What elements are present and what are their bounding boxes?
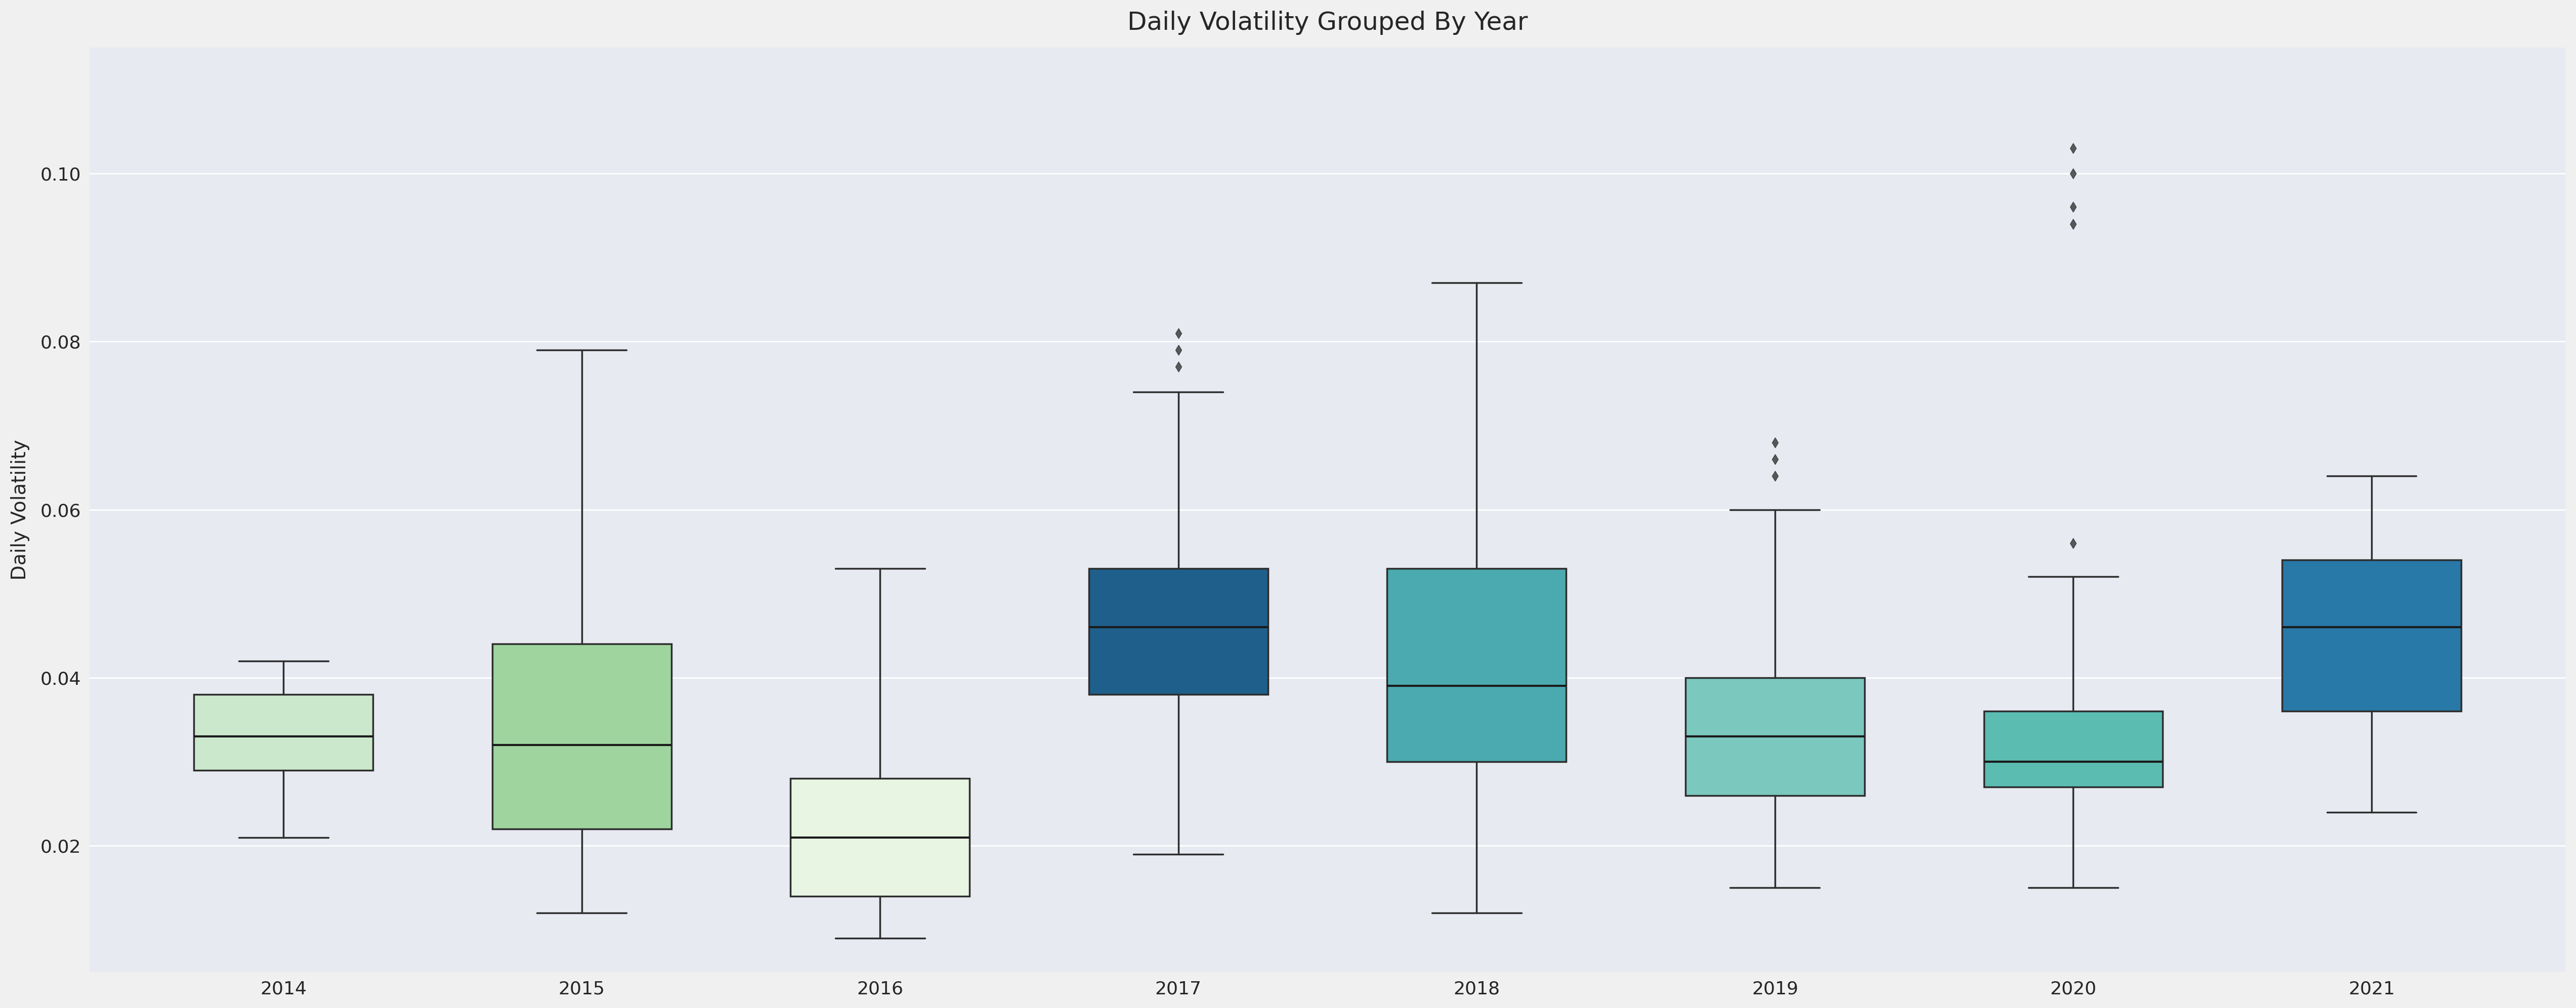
PathPatch shape: [492, 644, 672, 829]
PathPatch shape: [1984, 712, 2164, 787]
PathPatch shape: [1386, 569, 1566, 762]
Y-axis label: Daily Volatility: Daily Volatility: [10, 439, 31, 580]
PathPatch shape: [193, 695, 374, 770]
Title: Daily Volatility Grouped By Year: Daily Volatility Grouped By Year: [1128, 10, 1528, 35]
PathPatch shape: [1090, 569, 1267, 695]
PathPatch shape: [2282, 560, 2460, 712]
PathPatch shape: [791, 778, 969, 896]
PathPatch shape: [1685, 677, 1865, 795]
